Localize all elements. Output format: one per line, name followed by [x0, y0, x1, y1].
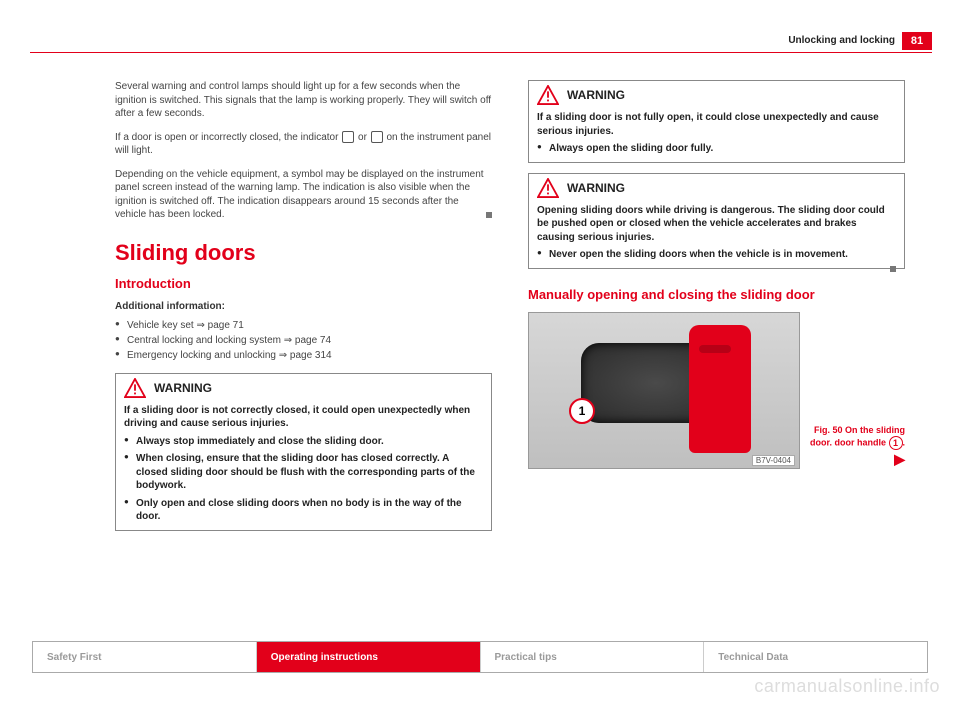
door-open-alt-icon — [371, 131, 383, 143]
continue-arrow-icon: ▶ — [894, 451, 905, 467]
figure-image: 1 B7V-0404 — [528, 312, 800, 469]
warning-bullet: Never open the sliding doors when the ve… — [537, 248, 896, 262]
warning-box: WARNING Opening sliding doors while driv… — [528, 173, 905, 269]
warning-triangle-icon — [537, 85, 559, 105]
warning-body: Opening sliding doors while driving is d… — [529, 200, 904, 268]
warning-header: WARNING — [529, 81, 904, 107]
warning-body: If a sliding door is not fully open, it … — [529, 107, 904, 162]
paragraph: Several warning and control lamps should… — [115, 80, 492, 121]
caption-line: door. door handle — [810, 438, 889, 448]
left-column: Several warning and control lamps should… — [115, 80, 492, 631]
caption-line: Fig. 50 On the sliding — [814, 425, 905, 435]
warning-header: WARNING — [529, 174, 904, 200]
figure-callout-number: 1 — [569, 398, 595, 424]
section-title: Sliding doors — [115, 240, 492, 266]
footer-tab-technical[interactable]: Technical Data — [704, 642, 927, 672]
list-item: Emergency locking and unlocking ⇒ page 3… — [115, 348, 492, 363]
paragraph: Depending on the vehicle equipment, a sy… — [115, 168, 492, 222]
circled-number-icon: 1 — [889, 436, 903, 450]
figure-caption: Fig. 50 On the sliding door. door handle… — [810, 425, 905, 469]
content-columns: Several warning and control lamps should… — [115, 80, 905, 631]
warning-box: WARNING If a sliding door is not correct… — [115, 373, 492, 531]
subsection-heading: Manually opening and closing the sliding… — [528, 287, 905, 302]
footer-tab-operating[interactable]: Operating instructions — [257, 642, 481, 672]
info-list: Vehicle key set ⇒ page 71 Central lockin… — [115, 318, 492, 363]
additional-info-label: Additional information: — [115, 301, 492, 312]
figure: 1 B7V-0404 Fig. 50 On the sliding door. … — [528, 312, 905, 469]
text-fragment: If a door is open or incorrectly closed,… — [115, 132, 341, 143]
page: Unlocking and locking 81 Several warning… — [0, 0, 960, 701]
right-column: WARNING If a sliding door is not fully o… — [528, 80, 905, 631]
list-item: Central locking and locking system ⇒ pag… — [115, 333, 492, 348]
end-of-topic-icon — [486, 212, 492, 218]
warning-bullet: Always stop immediately and close the sl… — [124, 435, 483, 449]
warning-label: WARNING — [154, 381, 212, 395]
door-open-icon — [342, 131, 354, 143]
warning-text: Opening sliding doors while driving is d… — [537, 205, 885, 243]
warning-label: WARNING — [567, 88, 625, 102]
warning-box: WARNING If a sliding door is not fully o… — [528, 80, 905, 163]
warning-text: If a sliding door is not correctly close… — [124, 405, 470, 430]
footer-tab-safety[interactable]: Safety First — [33, 642, 257, 672]
text-fragment: or — [355, 132, 369, 143]
paragraph: If a door is open or incorrectly closed,… — [115, 131, 492, 158]
footer-tab-practical[interactable]: Practical tips — [481, 642, 705, 672]
warning-header: WARNING — [116, 374, 491, 400]
warning-body: If a sliding door is not correctly close… — [116, 400, 491, 530]
end-of-topic-icon — [890, 266, 896, 272]
page-number-badge: 81 — [902, 32, 932, 50]
warning-bullet: Always open the sliding door fully. — [537, 142, 896, 156]
caption-line: . — [903, 438, 906, 448]
list-item: Vehicle key set ⇒ page 71 — [115, 318, 492, 333]
warning-text: If a sliding door is not fully open, it … — [537, 112, 879, 137]
page-header: Unlocking and locking 81 — [0, 32, 960, 54]
footer-nav: Safety First Operating instructions Prac… — [32, 641, 928, 673]
warning-triangle-icon — [537, 178, 559, 198]
figure-handle — [689, 325, 751, 453]
warning-bullet: Only open and close sliding doors when n… — [124, 497, 483, 524]
watermark-text: carmanualsonline.info — [754, 676, 940, 697]
subsection-heading: Introduction — [115, 276, 492, 291]
warning-label: WARNING — [567, 181, 625, 195]
warning-triangle-icon — [124, 378, 146, 398]
text-fragment: Depending on the vehicle equipment, a sy… — [115, 169, 484, 221]
warning-bullet: When closing, ensure that the sliding do… — [124, 452, 483, 493]
figure-code: B7V-0404 — [752, 455, 795, 466]
chapter-title: Unlocking and locking — [788, 35, 895, 46]
header-rule — [30, 52, 932, 53]
